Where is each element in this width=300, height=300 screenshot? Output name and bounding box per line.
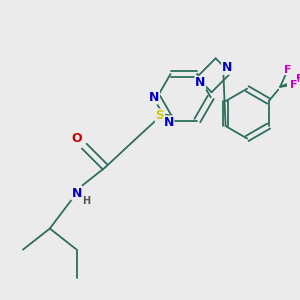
Text: N: N (71, 187, 82, 200)
Text: F: F (290, 80, 297, 90)
Text: S: S (155, 109, 164, 122)
Text: N: N (149, 91, 159, 104)
Text: F: F (296, 74, 300, 84)
Text: N: N (222, 61, 232, 74)
Text: O: O (71, 132, 82, 145)
Text: F: F (284, 64, 292, 74)
Text: N: N (164, 116, 174, 129)
Text: H: H (82, 196, 90, 206)
Text: N: N (195, 76, 206, 89)
